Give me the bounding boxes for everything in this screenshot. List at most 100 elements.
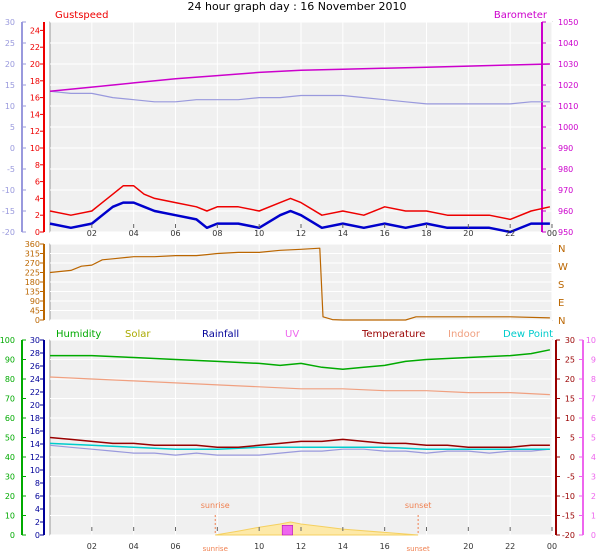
y-axis-direction-tick-label: 315 <box>25 250 40 259</box>
y-axis-uv-tick-label: 3 <box>591 473 596 482</box>
y-axis-rainfall-tick-label: 26 <box>30 362 40 371</box>
y-axis-barometer-tick-label: 1010 <box>558 102 578 111</box>
x-axis-tick-label: 00 <box>547 229 557 238</box>
y-axis-direction-tick-label: 45 <box>30 307 40 316</box>
y-axis-gust-tick-label: 10 <box>30 144 40 153</box>
y-axis-temperature-tick-label: 0 <box>570 453 575 462</box>
legend-dew-point: Dew Point <box>503 329 553 340</box>
y-axis-outer-tick-label: 10 <box>5 102 15 111</box>
y-axis-gust-tick-label: 14 <box>30 110 40 119</box>
y-axis-temperature-tick-label: -5 <box>567 473 575 482</box>
y-axis-outer-tick-label: 0 <box>10 144 15 153</box>
y-axis-rainfall-tick-label: 2 <box>35 518 40 527</box>
y-axis-humidity-tick-label: 30 <box>5 473 15 482</box>
y-axis-gust-tick-label: 4 <box>35 194 40 203</box>
y-axis-gust-tick-label: 16 <box>30 94 40 103</box>
series-wind-direction <box>49 247 550 321</box>
series-uv-bar <box>281 525 293 536</box>
x-axis-tick-label: 14 <box>338 542 348 551</box>
y-axis-uv-tick-label: 5 <box>591 434 596 443</box>
y-axis-direction-tick-label: 360 <box>25 240 40 249</box>
x-axis-tick-label: 18 <box>421 229 431 238</box>
y-axis-humidity-tick-label: 10 <box>5 512 15 521</box>
y-axis-gust-tick-label: 0 <box>35 228 40 237</box>
x-axis-tick-label: 10 <box>254 229 264 238</box>
y-axis-temperature-tick-label: -10 <box>562 492 575 501</box>
y-axis-uv-tick-label: 0 <box>591 531 596 540</box>
y-axis-direction-tick-label: 225 <box>25 269 40 278</box>
series-line-blue <box>49 444 550 456</box>
y-axis-humidity-tick-label: 40 <box>5 453 15 462</box>
y-axis-direction-tick-label: 90 <box>30 297 40 306</box>
y-axis-direction-tick-label: 180 <box>25 278 40 287</box>
y-axis-gust-tick-label: 24 <box>30 26 40 35</box>
y-axis-rainfall-tick-label: 10 <box>30 466 40 475</box>
y-axis-temperature-tick-label: -20 <box>562 531 575 540</box>
y-axis-gust-tick-label: 8 <box>35 161 40 170</box>
legend-solar: Solar <box>125 329 151 340</box>
legend-barometer: Barometer <box>494 10 548 21</box>
y-axis-rainfall-tick-label: 12 <box>30 453 40 462</box>
y-axis-uv-tick-label: 9 <box>591 356 596 365</box>
legend-rainfall: Rainfall <box>202 329 239 340</box>
y-axis-barometer-tick-label: 1040 <box>558 39 578 48</box>
x-axis-tick-label: 16 <box>380 542 390 551</box>
y-axis-rainfall-tick-label: 22 <box>30 388 40 397</box>
x-axis-tick-label: 14 <box>338 229 348 238</box>
x-axis-tick-label: 12 <box>296 542 306 551</box>
y-axis-uv-tick-label: 10 <box>586 336 596 345</box>
x-axis-tick-label: 22 <box>505 542 515 551</box>
y-axis-gust-tick-label: 20 <box>30 60 40 69</box>
series-line-blue <box>49 90 550 105</box>
x-axis-tick-label: 10 <box>254 542 264 551</box>
chart-title: 24 hour graph day : 16 November 2010 <box>187 0 406 13</box>
y-axis-barometer-tick-label: 950 <box>558 228 573 237</box>
x-axis-tick-label: 20 <box>463 542 473 551</box>
y-axis-humidity-tick-label: 20 <box>5 492 15 501</box>
x-axis-tick-label: 04 <box>129 542 139 551</box>
y-axis-temperature-tick-label: -15 <box>562 512 575 521</box>
x-axis-tick-label: 04 <box>129 229 139 238</box>
x-axis-tick-label: 20 <box>463 229 473 238</box>
series-barometer <box>49 63 550 93</box>
y-axis-temperature-tick-label: 25 <box>565 356 575 365</box>
legend-gustspeed: Gustspeed <box>55 10 108 21</box>
series-humidity <box>50 349 551 371</box>
y-axis-humidity-tick-label: 50 <box>5 434 15 443</box>
series-temperature <box>49 436 550 449</box>
y-axis-direction-tick-label: 135 <box>25 288 40 297</box>
y-axis-temperature-tick-label: 15 <box>565 395 575 404</box>
y-axis-barometer-tick-label: 980 <box>558 165 573 174</box>
compass-label: W <box>558 262 568 273</box>
y-axis-rainfall-tick-label: 0 <box>35 531 40 540</box>
y-axis-outer-tick-label: 15 <box>5 81 15 90</box>
y-axis-rainfall-tick-label: 28 <box>30 349 40 358</box>
x-axis-tick-label: 08 <box>212 229 222 238</box>
y-axis-barometer-tick-label: 970 <box>558 186 573 195</box>
compass-label: N <box>558 316 565 327</box>
series-indoor <box>49 376 550 396</box>
y-axis-gust-tick-label: 22 <box>30 43 40 52</box>
series-gustspeed <box>49 185 551 221</box>
sunrise-label: sunrise <box>201 501 230 510</box>
y-axis-temperature-tick-label: 20 <box>565 375 575 384</box>
y-axis-temperature-tick-label: 30 <box>565 336 575 345</box>
x-axis-tick-label: 00 <box>547 542 557 551</box>
y-axis-gust-tick-label: 6 <box>35 178 40 187</box>
x-axis-tick-label: 06 <box>170 229 180 238</box>
legend-uv: UV <box>285 329 299 340</box>
y-axis-outer-tick-label: 25 <box>5 39 15 48</box>
y-axis-rainfall-tick-label: 24 <box>30 375 40 384</box>
series-solar-area <box>215 521 419 536</box>
y-axis-barometer-tick-label: 1020 <box>558 81 578 90</box>
series-wind <box>49 201 550 234</box>
x-axis-tick-label: 02 <box>87 542 97 551</box>
legend-temperature: Temperature <box>361 329 425 340</box>
y-axis-barometer-tick-label: 1030 <box>558 60 578 69</box>
legend-humidity: Humidity <box>56 329 101 340</box>
x-axis-tick-label: 16 <box>380 229 390 238</box>
y-axis-outer-tick-label: -20 <box>2 228 15 237</box>
y-axis-direction-tick-label: 270 <box>25 259 40 268</box>
x-axis-tick-label: 06 <box>170 542 180 551</box>
